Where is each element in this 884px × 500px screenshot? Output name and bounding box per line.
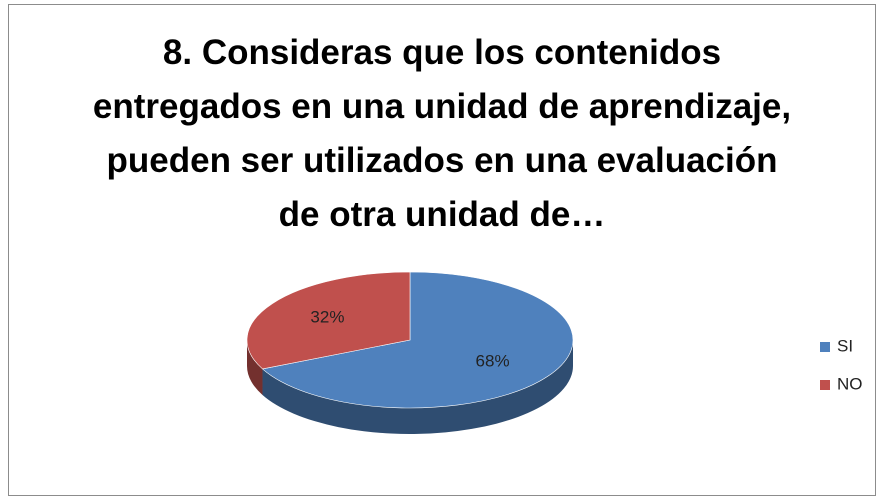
legend-swatch [820,380,830,390]
legend-label: SI [837,336,853,355]
data-label: 32% [310,308,344,327]
pie-slice [261,271,574,409]
legend-label: NO [837,374,863,393]
chart-title: 8. Consideras que los contenidos entrega… [92,33,792,234]
pie-slice-side [262,340,573,434]
legend-swatch [820,342,830,352]
pie-slice-side [247,340,263,395]
pie-slice [246,271,411,370]
data-label: 68% [476,351,510,370]
